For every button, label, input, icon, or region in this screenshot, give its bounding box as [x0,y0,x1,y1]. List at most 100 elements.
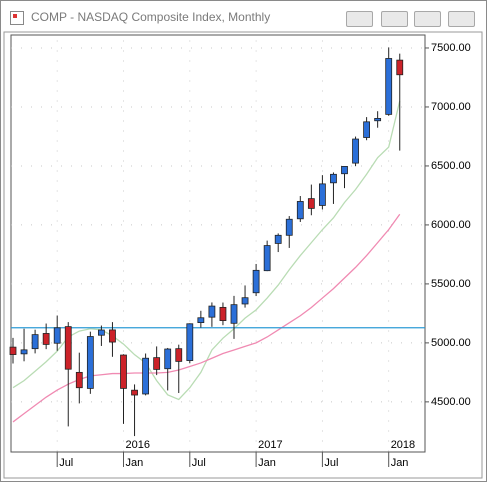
plot-area [10,34,426,453]
grid-dot [189,210,191,212]
candle-body [296,201,304,220]
grid-dot [255,90,257,92]
year-label: 2018 [391,439,415,451]
grid-dot [388,320,390,322]
grid-dot [388,270,390,272]
grid-dot [255,170,257,172]
grid-dot [189,130,191,132]
candle-body [164,348,172,370]
grid-dot [123,350,124,352]
close-button[interactable] [448,11,475,27]
grid-dot [189,410,191,412]
grid-dot [321,370,323,372]
grid-dot [189,370,191,372]
grid-dot [123,230,124,232]
grid-dot [123,340,124,342]
candle-body [120,354,127,389]
x-tick-label: Jan [258,457,276,469]
grid-dot [255,300,257,302]
grid-dot [56,150,58,152]
year-label: 2016 [126,439,150,451]
grid-dot [388,430,390,432]
grid-dot [56,170,58,172]
grid-dot [123,110,124,112]
window-title: COMP - NASDAQ Composite Index, Monthly [31,10,271,24]
grid-dot [321,440,323,442]
y-tick-label: 7000.00 [431,101,471,113]
y-tick-label: 7500.00 [431,42,471,54]
maximize-button[interactable] [414,11,441,27]
candle-body [219,306,227,321]
candle-body [363,121,371,138]
grid-dot [388,250,390,252]
candle-body [175,348,183,362]
y-tick-label: 5000.00 [431,337,471,349]
grid-dot [56,450,58,452]
grid-dot [56,200,58,202]
grid-dot [189,420,191,422]
grid-dot [56,60,58,62]
grid-dot [255,140,257,142]
grid-dot [123,240,124,242]
link-button[interactable] [346,11,373,27]
grid-dot [255,180,257,182]
candle-body [252,269,260,294]
candle-body [20,349,28,355]
grid-dot [388,200,390,202]
grid-dot [189,220,191,222]
grid-dot [56,110,58,112]
grid-dot [123,280,124,282]
grid-dot [189,60,191,62]
grid-dot [321,350,323,352]
candle-body [352,138,359,164]
grid-dot [321,390,323,392]
grid-dot [255,410,257,412]
grid-dot [321,250,323,252]
grid-dot [56,100,58,102]
grid-dot [56,360,58,362]
grid-dot [123,200,124,202]
y-tick-label: 6500.00 [431,160,471,172]
grid-dot [388,340,390,342]
candle-body [153,357,161,370]
grid-dot [56,120,58,122]
grid-dot [321,310,323,312]
grid-dot [56,140,58,142]
grid-dot [388,190,390,192]
grid-dot [321,220,323,222]
grid-dot [388,220,390,222]
grid-dot [123,120,124,122]
grid-dot [56,90,58,92]
grid-dot [255,370,257,372]
grid-dot [189,180,191,182]
candle-body [263,245,271,272]
grid-dot [255,160,257,162]
grid-dot [321,450,323,452]
grid-dot [255,190,257,192]
grid-dot [321,280,323,282]
grid-dot [255,390,257,392]
grid-dot [255,340,257,342]
grid-dot [123,290,124,292]
grid-dot [255,260,257,262]
grid-dot [189,190,191,192]
grid-dot [189,120,191,122]
grid-dot [255,120,257,122]
grid-dot [255,430,257,432]
minimize-button[interactable] [381,11,408,27]
grid-dot [189,400,191,402]
grid-dot [56,420,58,422]
grid-dot [388,170,390,172]
grid-dot [56,430,58,432]
grid-dot [123,140,124,142]
grid-dot [123,80,124,82]
grid-dot [321,160,323,162]
x-tick-label: Jan [391,457,409,469]
candle-body [318,183,326,206]
x-tick-label: Jul [59,457,73,469]
grid-dot [255,220,257,222]
grid-dot [321,340,323,342]
grid-dot [321,170,323,172]
grid-dot [189,320,191,322]
grid-dot [123,50,124,52]
